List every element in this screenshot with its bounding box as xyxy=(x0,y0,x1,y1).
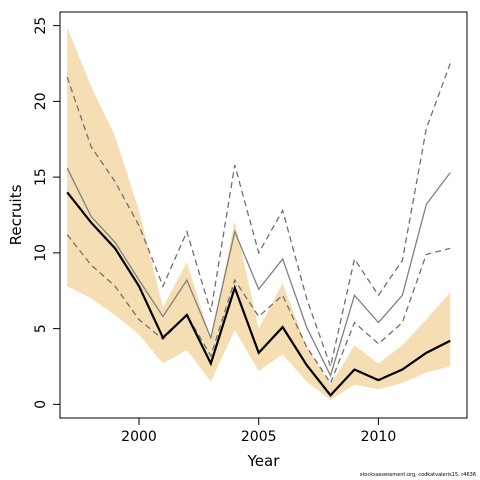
x-tick-label: 2000 xyxy=(121,429,157,445)
x-axis-title: Year xyxy=(247,452,281,470)
y-tick-label: 20 xyxy=(33,92,49,110)
footer-note: stocksassessment.org, codkatvaleris15, r… xyxy=(359,472,476,478)
y-tick-label: 25 xyxy=(33,17,49,35)
y-axis-title: Recruits xyxy=(7,184,25,245)
comparison-line xyxy=(66,167,451,378)
estimate-line xyxy=(66,191,451,397)
x-tick-label: 2010 xyxy=(361,429,397,445)
y-tick-label: 5 xyxy=(33,324,49,333)
y-tick-label: 10 xyxy=(33,244,49,262)
plot-frame xyxy=(59,11,468,419)
x-tick-label: 2005 xyxy=(241,429,277,445)
y-tick-label: 0 xyxy=(33,400,49,409)
confidence-band xyxy=(67,27,451,400)
comparison-upper-line xyxy=(66,63,451,369)
plot-area xyxy=(66,27,451,400)
y-tick-label: 15 xyxy=(33,168,49,186)
axes: 2000 2005 2010 0 5 10 15 20 25 xyxy=(33,17,396,445)
